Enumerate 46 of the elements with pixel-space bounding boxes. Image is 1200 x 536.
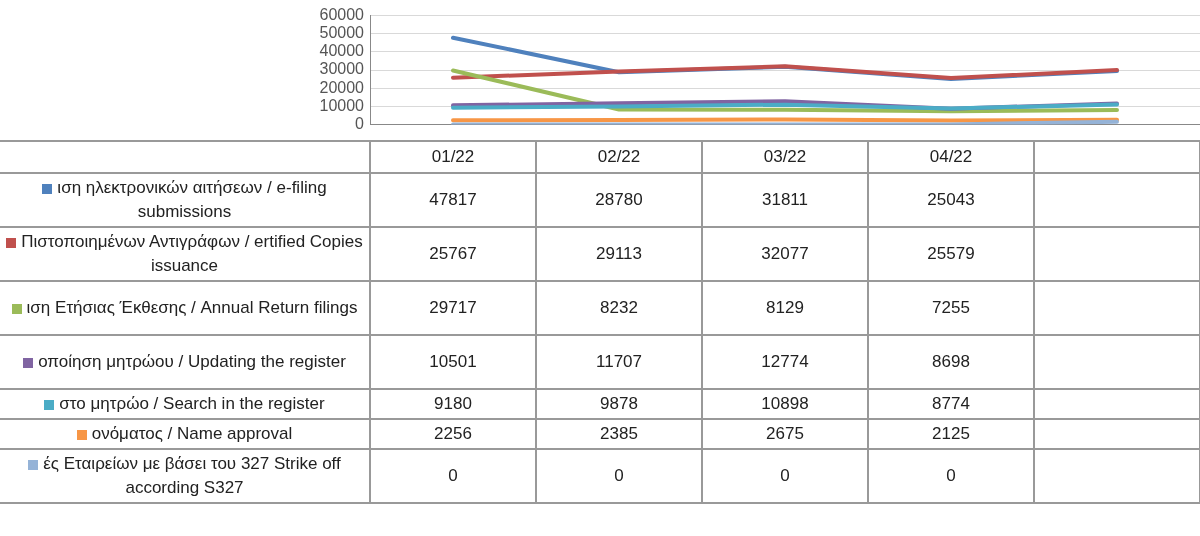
data-label: 25767 xyxy=(370,227,536,281)
data-label: 0 xyxy=(702,449,868,503)
data-label: 25043 xyxy=(868,173,1034,227)
x-tick-label: 03/22 xyxy=(702,141,868,173)
data-label: 10898 xyxy=(702,389,868,419)
data-label: 7255 xyxy=(868,281,1034,335)
data-label: 12774 xyxy=(702,335,868,389)
legend-label: ονόματος / Name approval xyxy=(0,419,370,449)
data-label: 31811 xyxy=(702,173,868,227)
data-label: 2385 xyxy=(536,419,702,449)
y-tick-label: 40000 xyxy=(319,42,365,60)
data-label: 47817 xyxy=(370,173,536,227)
legend-label: ιση Ετήσιας Έκθεσης / Annual Return filings xyxy=(0,281,370,335)
y-tick-label: 10000 xyxy=(319,96,365,114)
data-label: 0 xyxy=(868,449,1034,503)
legend-label: ιση ηλεκτρονικών αιτήσεων / e-filing submissions xyxy=(0,173,370,227)
x-tick-label: 02/22 xyxy=(536,141,702,173)
data-label: 8774 xyxy=(868,389,1034,419)
data-label: 32077 xyxy=(702,227,868,281)
data-label: 0 xyxy=(536,449,702,503)
data-label: 8129 xyxy=(702,281,868,335)
data-label: 0 xyxy=(370,449,536,503)
data-label: 28780 xyxy=(536,173,702,227)
data-label: 2675 xyxy=(702,419,868,449)
data-label: 29717 xyxy=(370,281,536,335)
data-label: 29113 xyxy=(536,227,702,281)
data-label: 2256 xyxy=(370,419,536,449)
y-tick-label: 50000 xyxy=(319,24,365,42)
legend-label: ές Εταιρείων με βάσει του 327 Strike off according S327 xyxy=(0,449,370,503)
y-tick-label: 0 xyxy=(355,114,365,132)
data-label: 10501 xyxy=(370,335,536,389)
y-tick-label: 60000 xyxy=(319,6,365,24)
data-label: 9878 xyxy=(536,389,702,419)
x-tick-label: 01/22 xyxy=(370,141,536,173)
data-label: 2125 xyxy=(868,419,1034,449)
legend-label: στο μητρώο / Search in the register xyxy=(0,389,370,419)
data-label: 25579 xyxy=(868,227,1034,281)
y-tick-label: 20000 xyxy=(319,78,365,96)
data-label: 11707 xyxy=(536,335,702,389)
x-tick-label: 04/22 xyxy=(868,141,1034,173)
data-label: 8232 xyxy=(536,281,702,335)
legend-label: Πιστοποιημένων Αντιγράφων / ertified Copies issuance xyxy=(0,227,370,281)
data-label: 8698 xyxy=(868,335,1034,389)
y-tick-label: 30000 xyxy=(319,60,365,78)
legend-label: οποίηση μητρώου / Updating the register xyxy=(0,335,370,389)
data-label: 9180 xyxy=(370,389,536,419)
